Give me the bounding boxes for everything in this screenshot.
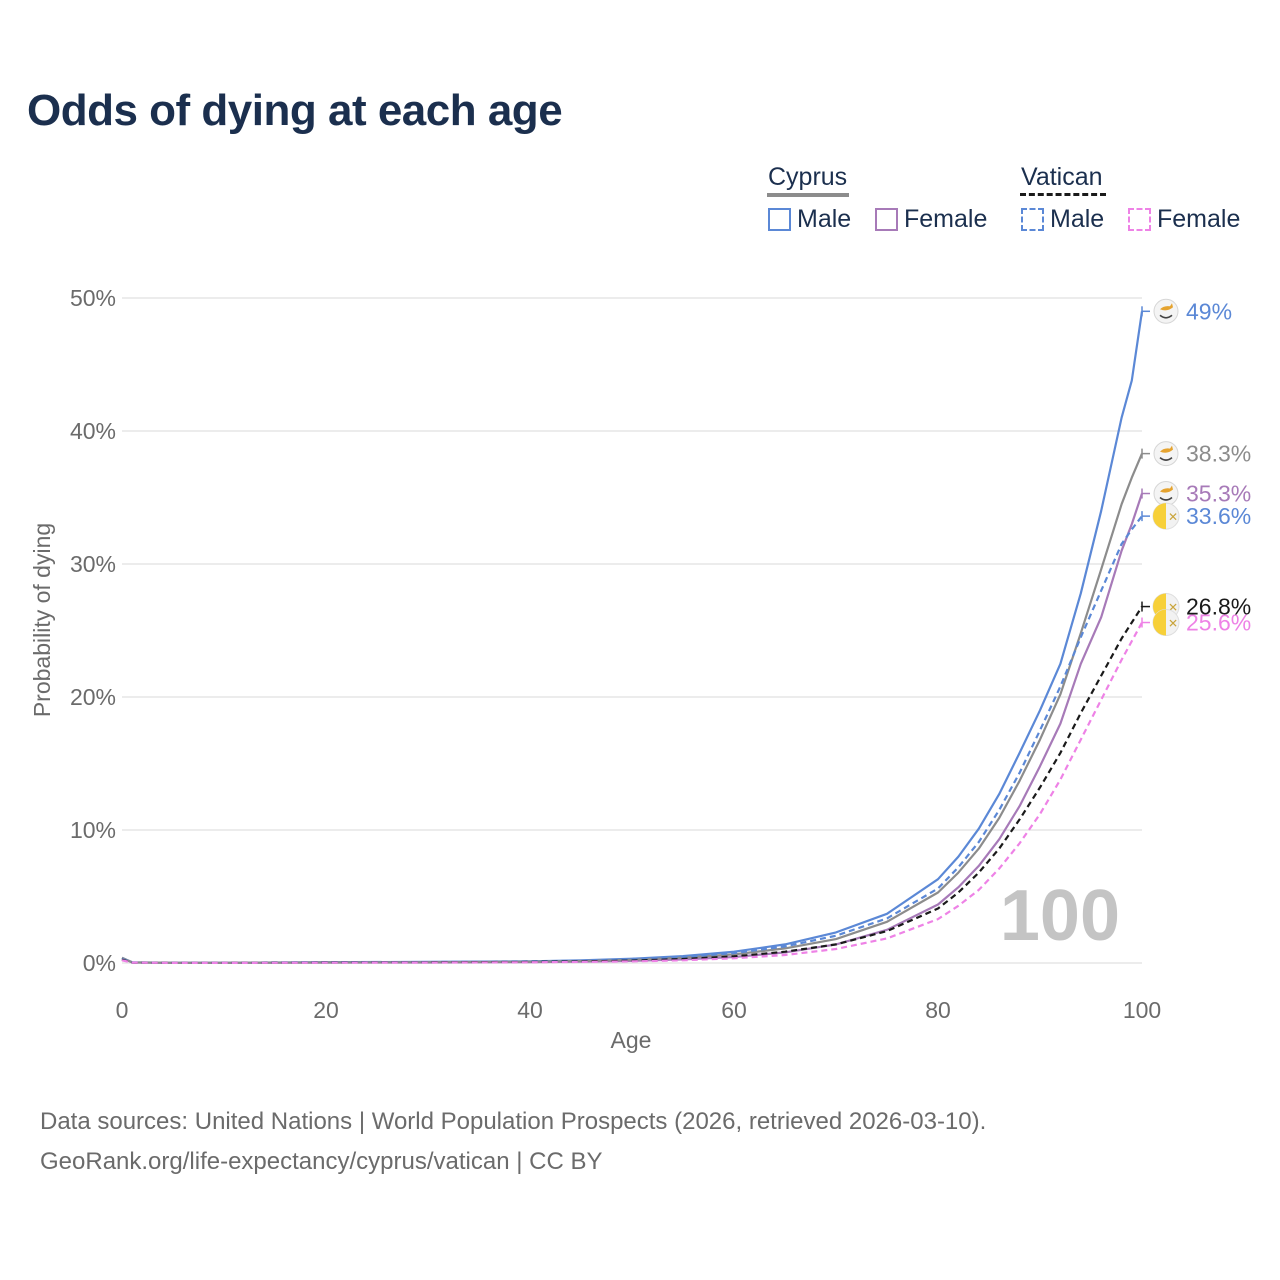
- legend-label: Male: [1050, 205, 1105, 233]
- end-value-label: 35.3%: [1186, 481, 1251, 507]
- end-markers: 49% 35.3% 38.3% ✕ 33.6% ✕ 26.8% ✕ 25.6%: [1141, 298, 1251, 637]
- vatican-yellow-half: [1153, 609, 1166, 636]
- legend-label: Female: [904, 205, 988, 233]
- x-tick-label: 80: [925, 997, 951, 1023]
- watermark-year: 100: [1000, 876, 1120, 956]
- olive-branch-icon: [1159, 496, 1173, 501]
- grid: [122, 297, 1142, 964]
- y-tick-label: 10%: [70, 817, 116, 843]
- x-axis-ticks: 0 20 40 60 80 100: [116, 997, 1162, 1023]
- vatican-yellow-half: [1153, 503, 1166, 530]
- vatican-keys-icon: ✕: [1168, 601, 1178, 615]
- vatican-keys-icon: ✕: [1168, 617, 1178, 631]
- x-axis-label: Age: [611, 1027, 652, 1053]
- legend-label: Male: [797, 205, 852, 233]
- footer-credit: GeoRank.org/life-expectancy/cyprus/vatic…: [40, 1148, 603, 1175]
- olive-branch-icon: [1159, 456, 1173, 461]
- legend-label: Female: [1157, 205, 1241, 233]
- x-tick-label: 40: [517, 997, 543, 1023]
- x-tick-label: 20: [313, 997, 339, 1023]
- legend-rule-cyprus: [767, 193, 849, 197]
- legend-swatch: [875, 208, 898, 231]
- y-tick-label: 50%: [70, 285, 116, 311]
- y-axis-label: Probability of dying: [29, 523, 55, 717]
- cyprus-flag-icon: [1153, 481, 1179, 507]
- x-tick-label: 60: [721, 997, 747, 1023]
- end-value-label: 25.6%: [1186, 610, 1251, 636]
- end-value-label: 49%: [1186, 298, 1232, 324]
- x-tick-label: 100: [1123, 997, 1161, 1023]
- legend-item-cyprus-female[interactable]: Female: [875, 205, 987, 234]
- y-tick-label: 40%: [70, 418, 116, 444]
- legend-swatch: [1128, 208, 1151, 231]
- legend-swatch: [1021, 208, 1044, 231]
- end-value-label: 33.6%: [1186, 503, 1251, 529]
- y-tick-label: 20%: [70, 684, 116, 710]
- olive-branch-icon: [1159, 314, 1173, 319]
- series-line: [121, 311, 1144, 964]
- legend-item-cyprus-male[interactable]: Male: [768, 205, 851, 234]
- cyprus-map-icon: [1160, 445, 1173, 453]
- end-value-label: 26.8%: [1186, 594, 1251, 620]
- footer-sources: Data sources: United Nations | World Pop…: [40, 1108, 987, 1135]
- y-tick-label: 0%: [83, 950, 116, 976]
- chart-title: Odds of dying at each age: [27, 86, 563, 135]
- y-tick-label: 30%: [70, 551, 116, 577]
- series-lines: [121, 311, 1144, 964]
- cyprus-flag-icon: [1153, 298, 1179, 324]
- legend-item-vatican-female[interactable]: Female: [1128, 205, 1240, 234]
- end-value-label: 38.3%: [1186, 441, 1251, 467]
- x-tick-label: 0: [116, 997, 129, 1023]
- cyprus-map-icon: [1160, 303, 1173, 311]
- legend-item-vatican-male[interactable]: Male: [1021, 205, 1104, 234]
- y-axis-ticks: 0% 10% 20% 30% 40% 50%: [70, 285, 116, 976]
- series-line: [121, 453, 1144, 964]
- series-line: [121, 606, 1143, 964]
- vatican-keys-icon: ✕: [1168, 510, 1178, 524]
- legend-swatch: [768, 208, 791, 231]
- series-line: [121, 621, 1143, 964]
- legend-group-cyprus: Cyprus: [768, 163, 848, 191]
- cyprus-map-icon: [1160, 485, 1173, 493]
- legend-group-vatican: Vatican: [1021, 163, 1103, 191]
- legend-rule-vatican: [1020, 193, 1106, 196]
- cyprus-flag-icon: [1153, 441, 1179, 467]
- series-line: [121, 515, 1143, 964]
